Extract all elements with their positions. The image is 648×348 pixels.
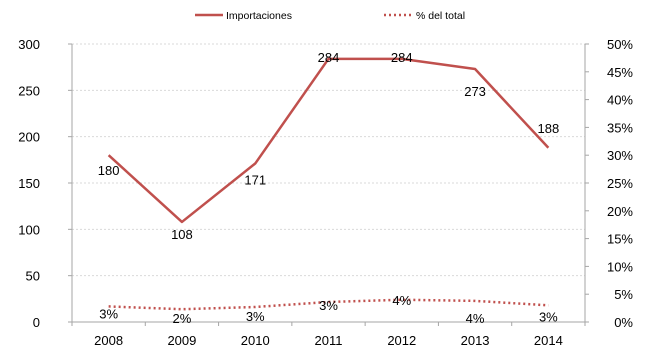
x-tick-label: 2014 (534, 333, 563, 348)
y-left-tick-label: 100 (18, 222, 40, 237)
chart-gridlines (72, 43, 585, 277)
chart-legend: Importaciones % del total (195, 10, 465, 22)
x-tick-label: 2012 (387, 333, 416, 348)
data-label-importaciones: 273 (464, 84, 486, 99)
x-tick-label: 2008 (94, 333, 123, 348)
y-right-tick-label: 5% (614, 287, 633, 302)
series-line-percent (108, 298, 549, 311)
data-label-percent: 4% (392, 293, 411, 308)
y-right-tick-label: 35% (607, 120, 633, 135)
y-right-tick-label: 20% (607, 204, 633, 219)
data-label-percent: 2% (173, 311, 192, 326)
y-right-tick-label: 45% (607, 65, 633, 80)
data-label-percent: 4% (466, 311, 485, 326)
x-tick-label: 2010 (241, 333, 270, 348)
y-left-tick-label: 50 (26, 269, 40, 284)
data-label-importaciones: 284 (318, 50, 340, 65)
x-tick-label: 2009 (167, 333, 196, 348)
y-right-tick-label: 0% (614, 315, 633, 330)
y-right-tick-label: 25% (607, 176, 633, 191)
x-tick-label: 2011 (315, 333, 343, 348)
data-label-importaciones: 108 (171, 227, 193, 242)
series-line-importaciones (107, 57, 550, 224)
data-label-percent: 3% (319, 298, 338, 313)
y-left-tick-label: 200 (18, 130, 40, 145)
data-label-importaciones: 188 (538, 121, 560, 136)
y-left-tick-label: 150 (18, 176, 40, 191)
x-tick-label: 2013 (461, 333, 490, 348)
chart-series (107, 57, 550, 311)
data-label-percent: 3% (246, 309, 265, 324)
data-label-importaciones: 180 (98, 163, 120, 178)
data-label-importaciones: 284 (391, 50, 413, 65)
chart-data-labels: 180 108 171 284 284 273 188 3% 2% 3% 3% 4% 4% 3% (98, 50, 559, 326)
legend-label-importaciones: Importaciones (226, 10, 292, 22)
data-label-importaciones: 171 (244, 173, 266, 188)
chart-axes: 0 50 100 150 200 250 300 0% 5% 10% 15% 20% 25% 30% 35%… (18, 37, 633, 348)
y-right-tick-label: 15% (607, 232, 633, 247)
y-left-tick-label: 300 (18, 37, 40, 52)
y-right-tick-label: 50% (607, 37, 633, 52)
y-right-tick-label: 10% (607, 259, 633, 274)
data-label-percent: 3% (99, 306, 118, 321)
y-right-tick-label: 40% (607, 93, 633, 108)
y-left-tick-label: 250 (18, 83, 40, 98)
y-right-tick-label: 30% (607, 148, 633, 163)
legend-label-percent: % del total (416, 10, 465, 22)
y-left-tick-label: 0 (33, 315, 40, 330)
data-label-percent: 3% (539, 309, 558, 324)
